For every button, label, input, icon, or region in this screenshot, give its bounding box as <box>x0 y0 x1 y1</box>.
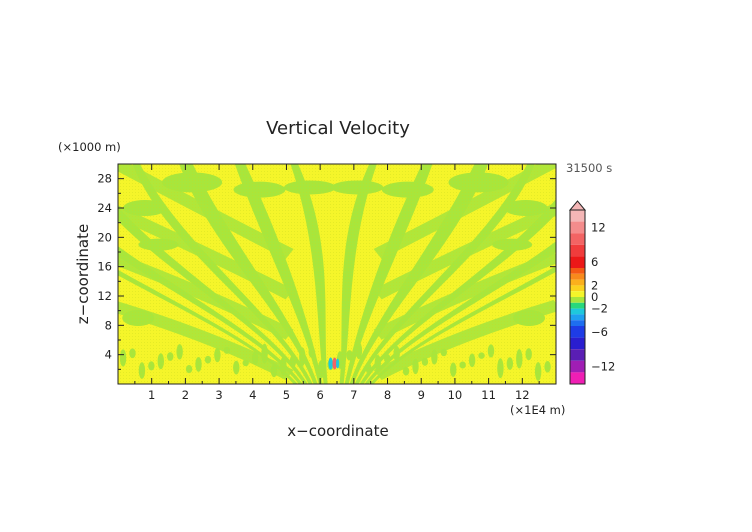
colorbar-swatch <box>570 244 585 257</box>
y-axis-label: z−coordinate <box>74 224 92 324</box>
x-tick-label: 3 <box>215 388 222 402</box>
field-texture <box>118 164 556 384</box>
colorbar-swatch <box>570 256 585 268</box>
x-tick-label: 2 <box>182 388 189 402</box>
x-tick-label: 5 <box>283 388 290 402</box>
colorbar-tick-label: 2 <box>591 278 598 292</box>
y-tick-label: 24 <box>97 201 112 215</box>
x-tick-label: 8 <box>384 388 391 402</box>
x-tick-label: 10 <box>448 388 463 402</box>
colorbar-swatch <box>570 372 585 384</box>
y-tick-label: 12 <box>97 289 112 303</box>
plot-area <box>117 163 557 385</box>
colorbar-swatch <box>570 285 585 292</box>
time-label: 31500 s <box>566 161 612 175</box>
colorbar-extend-arrow <box>568 200 587 211</box>
x-tick-label: 9 <box>418 388 425 402</box>
wave-source <box>328 357 340 370</box>
y-unit-label: (×1000 m) <box>58 140 121 154</box>
source-downdraft <box>336 358 340 369</box>
x-unit-label: (×1E4 m) <box>510 403 565 417</box>
x-tick-label: 6 <box>316 388 323 402</box>
colorbar-swatch <box>570 302 585 309</box>
x-tick-label: 11 <box>481 388 496 402</box>
colorbar-swatch <box>570 308 585 315</box>
colorbar-tick-label: 12 <box>591 220 606 234</box>
colorbar-frame <box>569 209 586 385</box>
colorbar: 12 6 20−2 −6 −12 <box>568 200 615 385</box>
y-tick-label: 20 <box>97 230 112 244</box>
colorbar-swatch <box>570 273 585 280</box>
colorbar-tick-label: 6 <box>591 255 598 269</box>
x-axis-label: x−coordinate <box>287 422 388 440</box>
colorbar-swatch <box>570 349 585 361</box>
y-axis: 4 8 12 16 20 24 28 <box>97 172 556 370</box>
colorbar-tick-label: −6 <box>591 325 608 339</box>
colorbar-swatch <box>570 210 585 222</box>
colorbar-swatch <box>570 221 585 234</box>
y-tick-label: 28 <box>97 172 112 186</box>
x-tick-label: 1 <box>148 388 155 402</box>
colorbar-swatch <box>570 279 585 286</box>
x-tick-label: 12 <box>515 388 530 402</box>
y-tick-label: 16 <box>97 260 112 274</box>
x-tick-label: 7 <box>350 388 357 402</box>
colorbar-swatch <box>570 360 585 373</box>
colorbar-swatch <box>570 268 585 274</box>
colorbar-tick-label: −2 <box>591 302 608 316</box>
colorbar-swatch <box>570 314 585 321</box>
colorbar-tick-label: 0 <box>591 290 598 304</box>
colorbar-tick-label: −12 <box>591 360 615 374</box>
y-tick-label: 8 <box>105 318 112 332</box>
colorbar-swatch <box>570 320 585 326</box>
y-tick-label: 4 <box>105 348 112 362</box>
source-downdraft <box>328 357 333 370</box>
chart-title: Vertical Velocity <box>266 118 410 139</box>
colorbar-swatch <box>570 233 585 245</box>
x-tick-label: 4 <box>249 388 256 402</box>
colorbar-swatch <box>570 326 585 338</box>
colorbar-swatch <box>570 337 585 350</box>
source-updraft <box>332 357 337 370</box>
x-axis: 1 2 3 4 5 6 7 8 9 10 11 12 <box>134 164 540 402</box>
colorbar-swatch <box>570 291 585 297</box>
colorbar-swatch <box>570 297 585 303</box>
